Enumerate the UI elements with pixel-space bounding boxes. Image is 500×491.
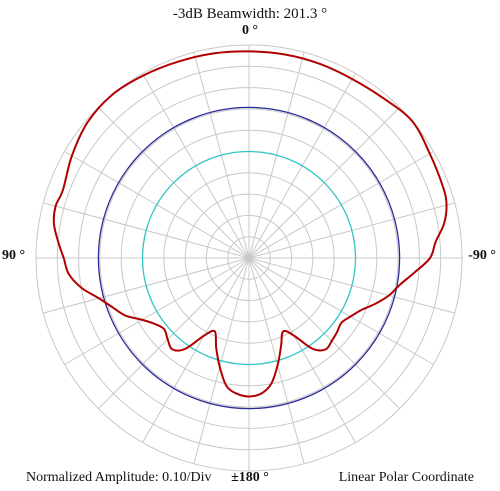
reference-circle-0: [97, 106, 401, 410]
angle-label-90: 90 °: [2, 248, 26, 263]
angle-label-0: 0 °: [241, 23, 259, 38]
reference-circle-1: [141, 150, 357, 366]
pattern-line-0: [52, 50, 448, 398]
coordinate-type-note: Linear Polar Coordinate: [338, 470, 474, 485]
reference-circles: [97, 106, 401, 410]
pattern-series: [52, 50, 448, 398]
amplitude-scale-note: Normalized Amplitude: 0.10/Div: [26, 470, 212, 485]
angle-label-180: ±180 °: [231, 470, 269, 485]
angle-label-minus-90: -90 °: [468, 248, 496, 263]
chart-title: -3dB Beamwidth: 201.3 °: [172, 6, 328, 22]
